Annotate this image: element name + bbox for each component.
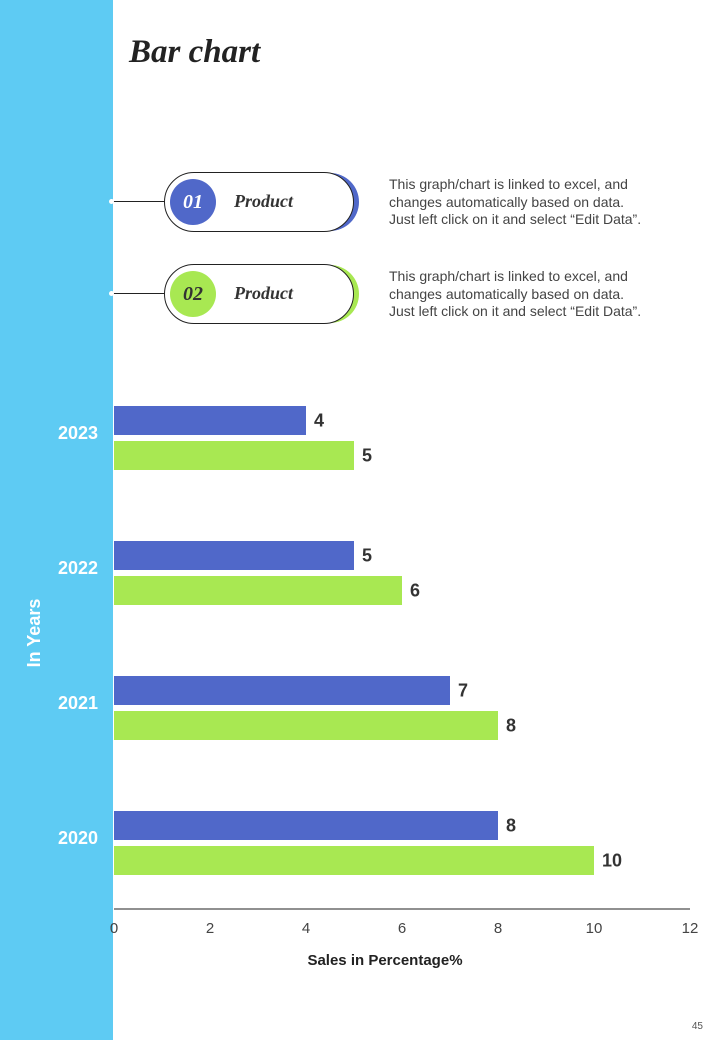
connector-dot bbox=[109, 199, 114, 204]
data-label: 10 bbox=[602, 851, 622, 871]
bar-2021-series-1 bbox=[114, 676, 450, 705]
legend-description-line: This graph/chart is linked to excel, and bbox=[389, 176, 628, 192]
x-tick-label: 2 bbox=[206, 920, 214, 937]
x-axis-title: Sales in Percentage% bbox=[307, 952, 462, 969]
legend-number-badge: 01 bbox=[170, 179, 216, 225]
legend-description: This graph/chart is linked to excel, and… bbox=[389, 176, 689, 229]
y-axis-title: In Years bbox=[24, 599, 44, 668]
category-label: 2020 bbox=[58, 828, 98, 848]
x-tick-label: 8 bbox=[494, 920, 502, 937]
data-label: 7 bbox=[458, 681, 468, 701]
data-label: 5 bbox=[362, 446, 372, 466]
legend-label: Product bbox=[234, 283, 294, 303]
data-label: 8 bbox=[506, 816, 516, 836]
connector-dot bbox=[109, 291, 114, 296]
legend-description-line: This graph/chart is linked to excel, and bbox=[389, 268, 628, 284]
legend-description-line: Just left click on it and select “Edit D… bbox=[389, 303, 642, 319]
data-label: 8 bbox=[506, 716, 516, 736]
bar-2023-series-2 bbox=[114, 441, 354, 470]
bar-2020-series-2 bbox=[114, 846, 594, 875]
legend-description-line: changes automatically based on data. bbox=[389, 193, 625, 210]
x-tick-label: 4 bbox=[302, 920, 310, 937]
legend-description-line: Just left click on it and select “Edit D… bbox=[389, 211, 642, 227]
x-tick-label: 6 bbox=[398, 920, 406, 937]
bar-2020-series-1 bbox=[114, 811, 498, 840]
data-label: 6 bbox=[410, 581, 420, 601]
legend-item-2: 02 Product This graph/chart is linked to… bbox=[0, 264, 720, 326]
x-tick-label: 10 bbox=[586, 920, 603, 937]
page-title: Bar chart bbox=[129, 34, 261, 70]
legend-description-line: changes automatically based on data. bbox=[389, 285, 625, 302]
x-tick-label: 0 bbox=[110, 920, 118, 937]
sidebar bbox=[0, 0, 113, 1040]
category-label: 2022 bbox=[58, 558, 98, 578]
bar-2022-series-1 bbox=[114, 541, 354, 570]
legend-label: Product bbox=[234, 191, 294, 211]
legend-description: This graph/chart is linked to excel, and… bbox=[389, 268, 689, 321]
data-label: 4 bbox=[314, 411, 324, 431]
bar-2023-series-1 bbox=[114, 406, 306, 435]
legend-number-badge: 02 bbox=[170, 271, 216, 317]
category-label: 2021 bbox=[58, 693, 98, 713]
category-label: 2023 bbox=[58, 423, 98, 443]
data-label: 5 bbox=[362, 546, 372, 566]
legend-item-1: 01 Product This graph/chart is linked to… bbox=[0, 172, 720, 234]
connector-line bbox=[112, 293, 166, 294]
bar-2022-series-2 bbox=[114, 576, 402, 605]
x-tick-label: 12 bbox=[682, 920, 699, 937]
bar-2021-series-2 bbox=[114, 711, 498, 740]
connector-line bbox=[112, 201, 166, 202]
page-number: 45 bbox=[691, 1021, 703, 1032]
